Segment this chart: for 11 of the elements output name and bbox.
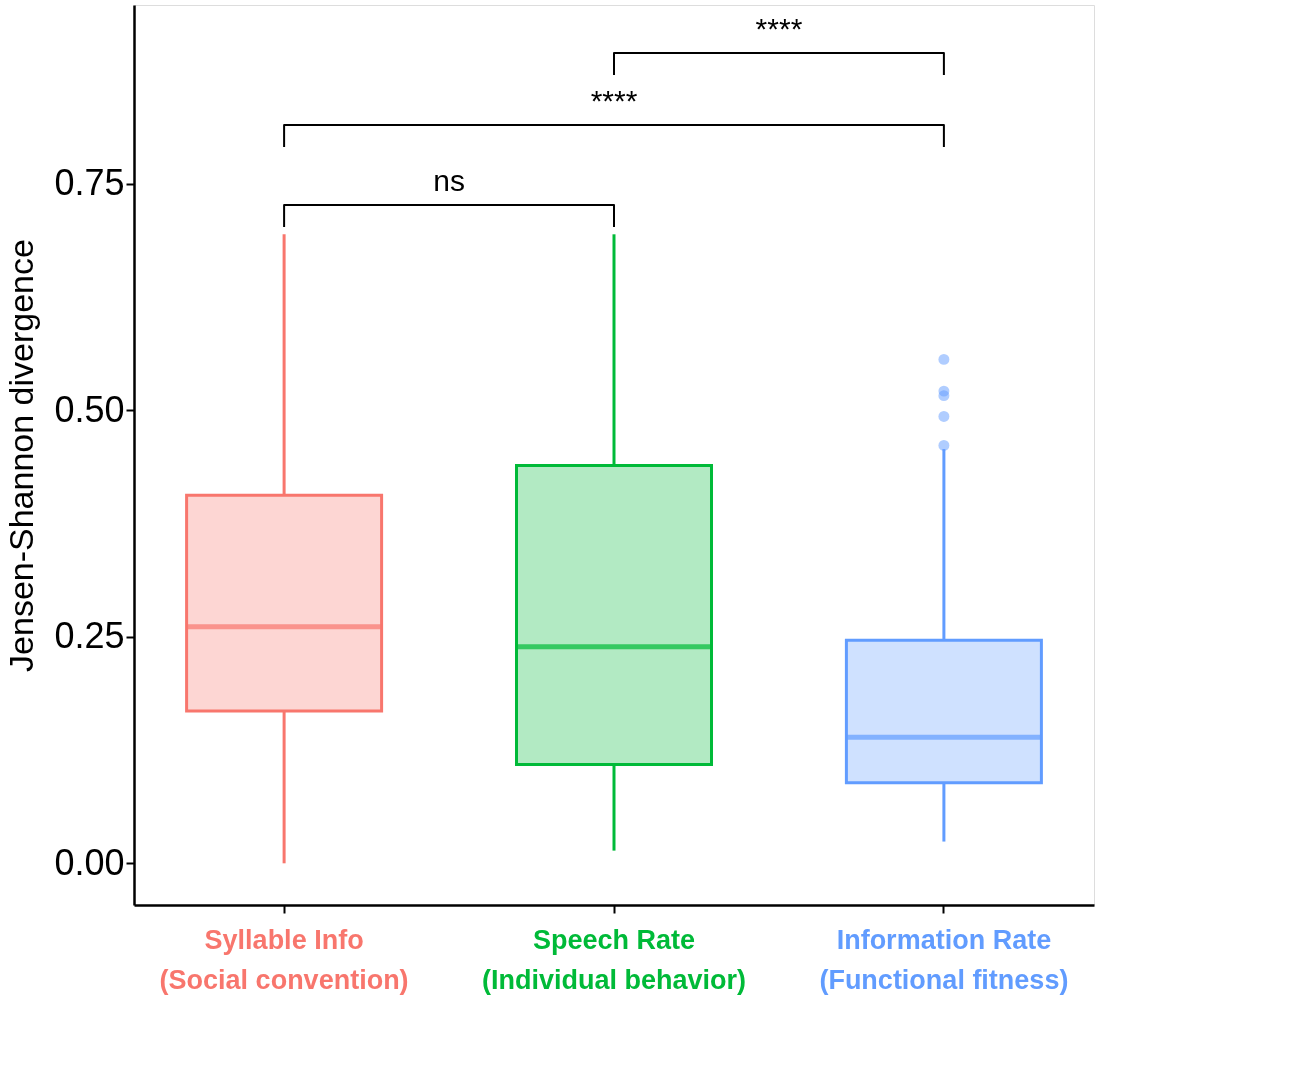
annotation: **** <box>590 84 638 117</box>
y-tick-label: 0.00 <box>54 841 125 883</box>
y-tick-label: 0.75 <box>54 162 125 204</box>
y-axis-title: Jensen-Shannon divergence <box>2 239 41 672</box>
y-tick-label: 0.25 <box>54 615 125 657</box>
annotation: **** <box>755 12 803 45</box>
x-tick-label: Syllable Info (Social convention) <box>159 924 409 995</box>
x-tick-label: Speech Rate (Individual behavior) <box>481 924 747 995</box>
y-tick-label: 0.50 <box>54 388 125 430</box>
x-tick-label: Information Rate (Functional fitness) <box>819 924 1069 995</box>
annotation: ns <box>433 164 465 197</box>
